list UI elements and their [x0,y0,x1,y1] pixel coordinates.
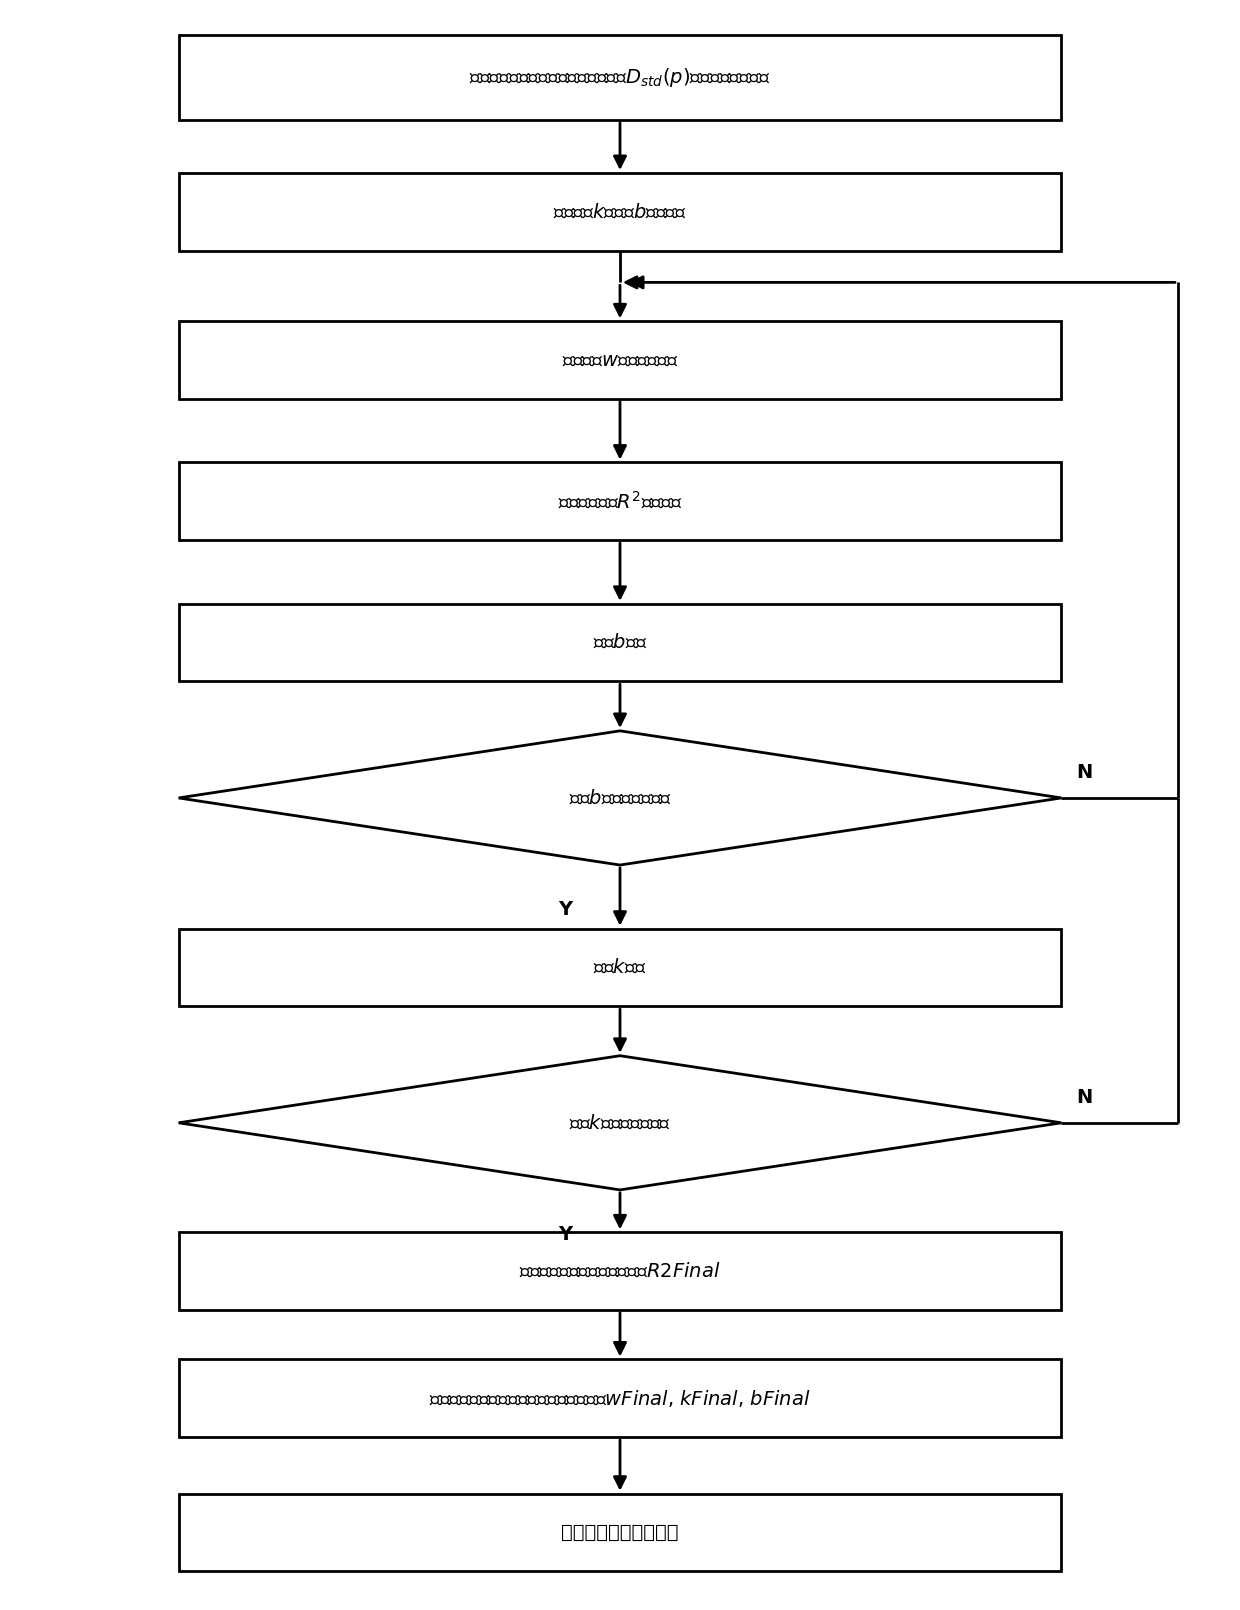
Text: 求解最优的系数、斜率和截距，分别记为$wFinal$, $kFinal$, $bFinal$: 求解最优的系数、斜率和截距，分别记为$wFinal$, $kFinal$, $b… [429,1388,811,1409]
Bar [179,1359,1061,1438]
Bar [179,172,1061,251]
Text: 计算拟合优度$R^2$，并存储: 计算拟合优度$R^2$，并存储 [558,491,682,512]
Bar [179,462,1061,541]
Text: 绘制出标准品浓度曲线: 绘制出标准品浓度曲线 [562,1523,678,1542]
Bar [179,1494,1061,1571]
Bar [179,1232,1061,1311]
Text: Y: Y [558,900,572,919]
Bar [179,929,1061,1006]
Text: 求解最佳的拟合优度值，记为$R2Final$: 求解最佳的拟合优度值，记为$R2Final$ [520,1262,720,1280]
Polygon shape [179,1056,1061,1190]
Text: 斜率$k$递增: 斜率$k$递增 [594,958,646,977]
Text: 计算系数$w$的值，并存储: 计算系数$w$的值，并存储 [562,351,678,370]
Text: Y: Y [558,1225,572,1245]
Bar [179,322,1061,399]
Polygon shape [179,731,1061,865]
Text: 设置斜率$k$，截距$b$的初始值: 设置斜率$k$，截距$b$的初始值 [553,203,687,221]
Text: N: N [1076,763,1092,782]
Text: 读取标准品红绿蓝通道下实际吸收值$D_{std}(p)$和标准品浓度范围: 读取标准品红绿蓝通道下实际吸收值$D_{std}(p)$和标准品浓度范围 [470,66,770,89]
Text: 斜率$k$是否大于终止值: 斜率$k$是否大于终止值 [569,1113,671,1132]
Bar [179,604,1061,681]
Text: N: N [1076,1088,1092,1108]
Text: 截距$b$递增: 截距$b$递增 [593,633,647,652]
Bar [179,35,1061,119]
Text: 截距$b$是否大于终止值: 截距$b$是否大于终止值 [568,789,672,808]
